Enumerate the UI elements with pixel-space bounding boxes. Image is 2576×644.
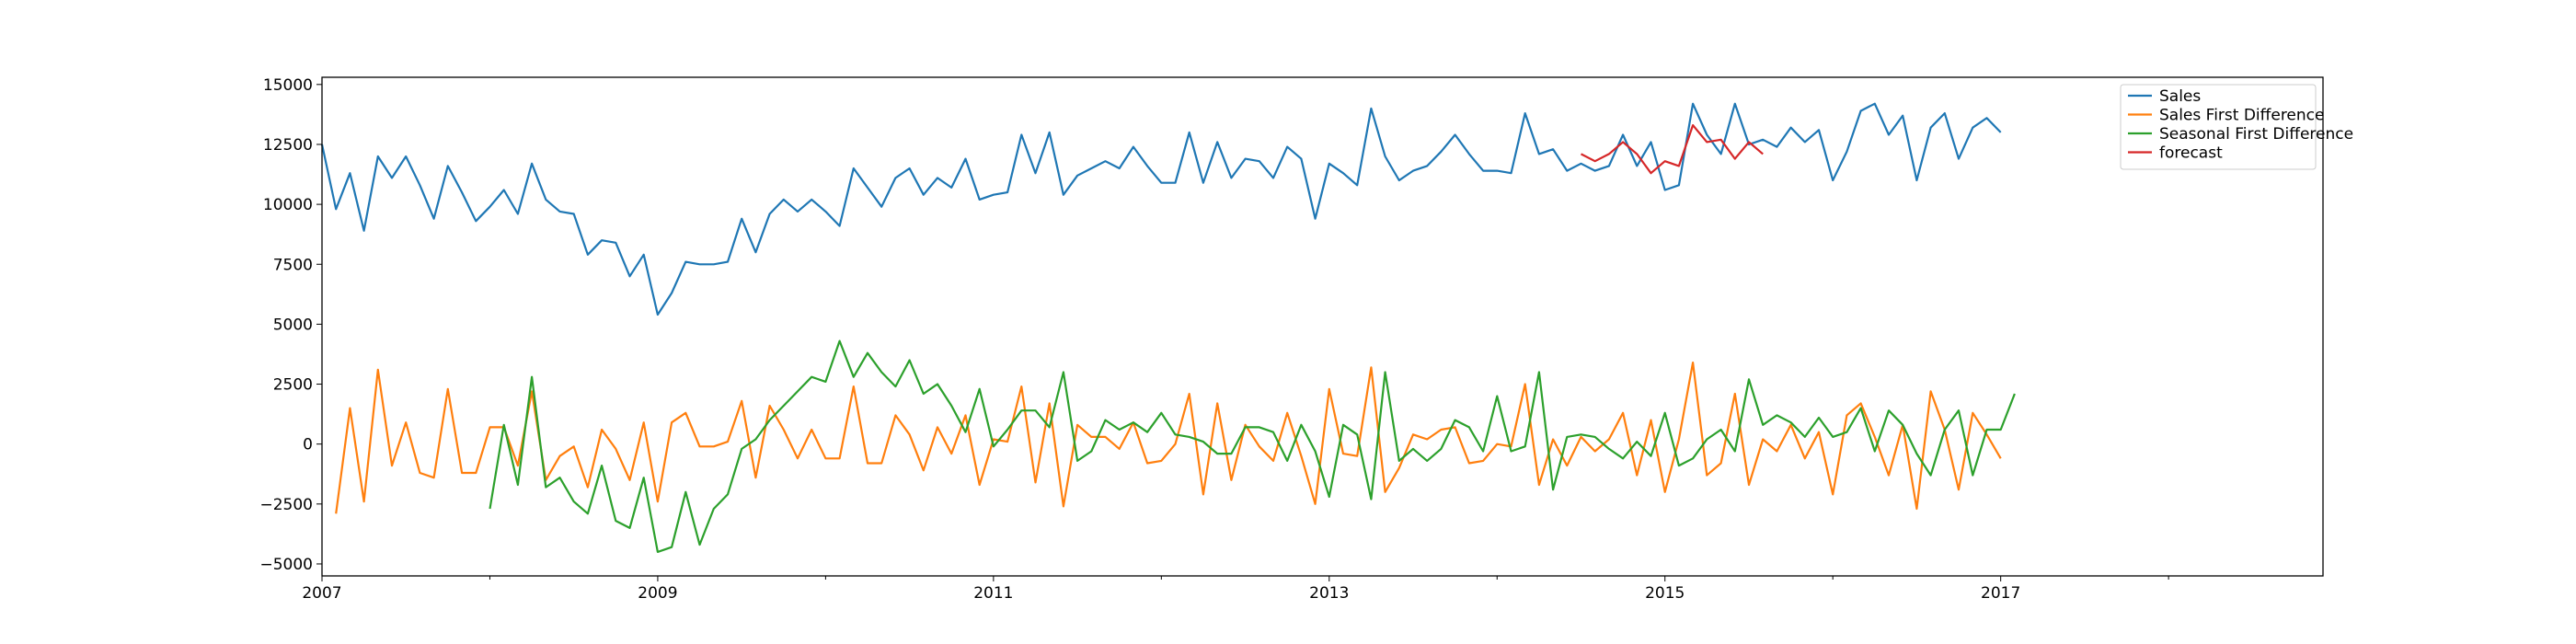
- series-line: [1580, 124, 1764, 175]
- series-forecast: [1580, 124, 1764, 175]
- series-layer: [320, 102, 2016, 554]
- x-tick-label: 2009: [638, 584, 677, 603]
- x-tick-label: 2017: [1981, 584, 2020, 603]
- x-tick-label: 2007: [302, 584, 341, 603]
- series-sales: [320, 102, 2002, 316]
- legend-entry: Sales First Difference: [2159, 107, 2324, 125]
- series-seasonal-first-difference: [489, 339, 2016, 554]
- y-tick-label: 2500: [273, 376, 313, 395]
- y-tick-label: 10000: [263, 196, 313, 214]
- legend-entry: Seasonal First Difference: [2159, 125, 2353, 144]
- legend-entry: Sales: [2159, 87, 2201, 106]
- x-tick-label: 2013: [1309, 584, 1349, 603]
- y-tick-label: 0: [303, 436, 313, 454]
- y-tick-label: 7500: [273, 256, 313, 274]
- y-axis: −5000 −2500 0 2500 5000 7500 10000 12500 15000: [259, 76, 322, 574]
- y-tick-label: 12500: [263, 136, 313, 155]
- legend-entry: forecast: [2159, 144, 2223, 163]
- y-tick-label: 5000: [273, 316, 313, 334]
- plot-frame: [321, 76, 2324, 577]
- y-tick-label: −5000: [259, 556, 313, 574]
- x-tick-label: 2011: [973, 584, 1013, 603]
- plot-background: [322, 77, 2323, 576]
- x-tick-label: 2015: [1645, 584, 1685, 603]
- y-tick-label: −2500: [259, 496, 313, 514]
- x-axis: 2007 2009 2011 2013 2015 2017: [302, 576, 2169, 603]
- legend-frame: [2120, 84, 2317, 170]
- series-line: [489, 339, 2016, 554]
- y-tick-label: 15000: [263, 76, 313, 95]
- series-sales-first-difference: [335, 362, 2002, 514]
- series-line: [335, 362, 2002, 514]
- series-line: [320, 102, 2002, 316]
